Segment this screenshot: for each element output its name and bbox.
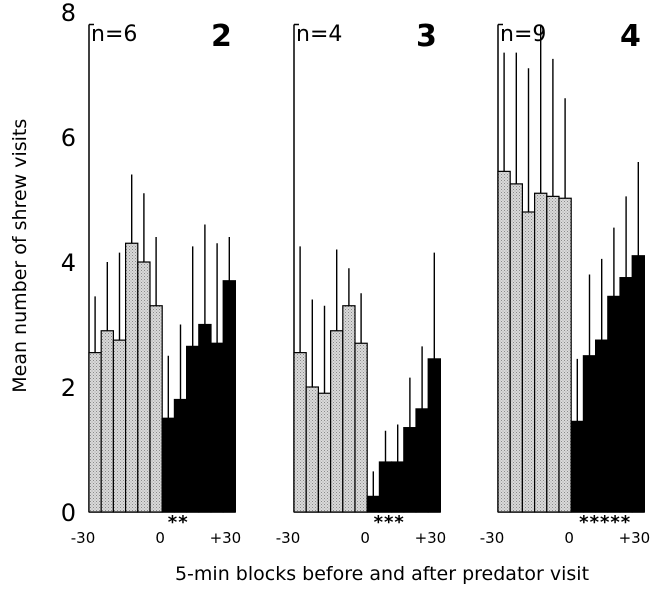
panel-2-before-bar-1 [88,352,102,513]
panel-4-before-bar-6 [558,197,572,513]
y-tick-label-2: 2 [61,374,76,402]
panel-3-before-bar-3 [317,392,332,513]
panel-3-n-label: n=4 [296,22,342,47]
panel-3-before-bar-1 [293,352,307,513]
panel-2-n-label: n=6 [91,22,137,47]
panel-4-n-label: n=9 [500,22,546,47]
panel-4-x-tick-pos30: +30 [619,529,651,547]
y-tick-label-0: 0 [61,499,76,527]
panel-label-4: 4 [620,19,641,54]
panel-4-after-bar-4 [607,295,621,513]
panel-2-after-bar-1 [161,417,175,513]
panel-4-after-bar-3 [594,339,609,513]
panel-4-after-bar-5 [619,277,633,513]
panel-2-before-bar-6 [149,305,163,513]
panel-4-x-tick-neg30: -30 [480,529,505,547]
panel-3-after-bar-5 [415,408,429,513]
panel-3-after-bar-4 [403,427,417,513]
panel-3-after-bar-6 [427,358,442,513]
panel-4-before-bar-3 [521,211,536,513]
panel-2-significance: ** [168,512,189,533]
panel-3-x-tick-pos30: +30 [415,529,447,547]
panel-4-after-bar-2 [582,355,597,513]
panel-3-x-tick-0: 0 [360,529,370,547]
panel-3-before-bar-6 [354,342,368,513]
panel-4-before-bar-1 [497,170,511,513]
panel-4-before-bar-4 [533,192,548,513]
panel-3-after-bar-1 [366,495,381,513]
y-tick-label-8: 8 [61,0,76,27]
panel-2-after-bar-2 [173,398,188,513]
y-axis-title: Mean number of shrew visits [9,119,31,393]
panel-2-x-tick-0: 0 [155,529,165,547]
y-tick-label-6: 6 [61,124,76,152]
panel-3-before-bar-4 [330,330,344,513]
panel-2-x-tick-neg30: -30 [71,529,96,547]
panel-2-after-bar-3 [186,345,200,513]
y-tick-label-4: 4 [61,249,76,277]
panel-4-before-bar-2 [509,183,524,513]
panel-2-after-bar-5 [210,342,224,513]
panel-2-before-bar-5 [137,261,151,513]
panel-3-x-tick-neg30: -30 [276,529,301,547]
panel-3-significance: *** [374,512,405,533]
panel-3-after-bar-3 [391,461,405,513]
panel-2-after-bar-6 [222,280,236,513]
panel-2-x-tick-pos30: +30 [210,529,242,547]
x-axis-title: 5-min blocks before and after predator v… [175,563,589,585]
panel-2-before-bar-2 [100,330,114,513]
panel-4-x-tick-0: 0 [564,529,574,547]
panel-2-after-bar-4 [198,323,212,513]
panel-4-after-bar-6 [631,255,646,513]
panel-4-after-bar-1 [570,420,585,513]
panel-2-before-bar-4 [124,242,139,513]
panel-3-before-bar-5 [342,305,356,513]
panel-2-before-bar-3 [112,339,127,513]
panel-4-significance: ***** [579,512,631,533]
panel-label-3: 3 [416,19,437,54]
panel-label-2: 2 [211,19,232,54]
panel-3-after-bar-2 [378,461,393,513]
panel-4-before-bar-5 [546,195,560,513]
panel-3-before-bar-2 [305,386,320,513]
